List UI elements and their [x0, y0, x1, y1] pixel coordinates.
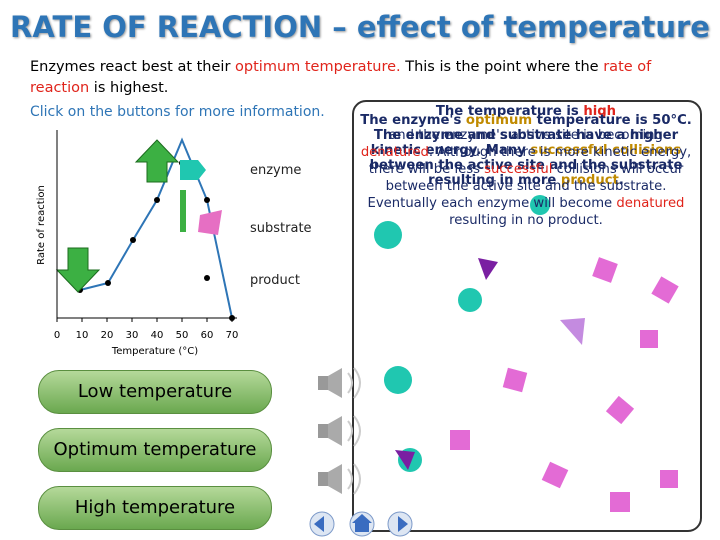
decor [55, 137, 679, 512]
text: . [618, 173, 624, 188]
info-optimum: The enzyme's optimum temperature is 50°C… [358, 113, 694, 188]
x-tick-label: 10 [76, 330, 89, 341]
x-label: Temperature (°C) [111, 346, 198, 357]
info-high: and the enzyme's active site is becoming… [358, 127, 694, 229]
x-tick-label: 70 [226, 330, 239, 341]
text: optimum [465, 113, 533, 128]
text: This is the point where the [400, 59, 604, 75]
text: denatured [616, 196, 685, 211]
button[interactable]: High temperature [38, 486, 272, 530]
text: optimum temperature. [235, 59, 401, 75]
text: . Although there is more kinetic energy,… [368, 145, 692, 177]
info-heading: The temperature is high [358, 104, 694, 119]
x-tick-label: 30 [126, 330, 139, 341]
text: rate of reaction [30, 59, 652, 96]
speaker[interactable] [318, 463, 361, 495]
text: temperature is 50°C. The enzyme and subs… [370, 113, 692, 158]
text: between the active site and the substrat… [369, 158, 683, 188]
back-button[interactable] [309, 511, 335, 537]
label: enzyme [250, 163, 301, 178]
text: successful [484, 162, 553, 177]
x-tick-label: 20 [101, 330, 114, 341]
x-tick-label: 40 [151, 330, 164, 341]
text: The temperature is [435, 104, 584, 119]
y-label: Rate of reaction [36, 185, 47, 265]
label: substrate [250, 221, 312, 236]
text: high [583, 104, 617, 119]
speaker[interactable] [318, 415, 361, 447]
x-tick-label: 50 [176, 330, 189, 341]
button[interactable]: Low temperature [38, 370, 272, 414]
text: collisions will occur between the active… [367, 162, 684, 211]
label: product [250, 273, 300, 288]
x-tick-label: 0 [54, 330, 60, 341]
forward-button[interactable] [387, 511, 413, 537]
info-panel [352, 100, 702, 532]
text: is highest. [89, 80, 169, 96]
x-tick-label: 60 [201, 330, 214, 341]
home-button[interactable] [349, 511, 375, 537]
text: resulting in no product. [449, 213, 603, 228]
text: Enzymes react best at their [30, 59, 236, 75]
text: denatured [360, 145, 429, 160]
button[interactable]: Optimum temperature [38, 428, 272, 472]
text: successful collisions [530, 143, 682, 158]
intro: Enzymes react best at their optimum temp… [30, 57, 690, 99]
text: and the enzyme's active site is becoming [389, 128, 663, 143]
instruction: Click on the buttons for more informatio… [30, 104, 325, 120]
speaker[interactable] [318, 367, 361, 399]
text: product [560, 173, 619, 188]
title: RATE OF REACTION – effect of temperature [10, 10, 710, 44]
text: The enzyme's [360, 113, 466, 128]
